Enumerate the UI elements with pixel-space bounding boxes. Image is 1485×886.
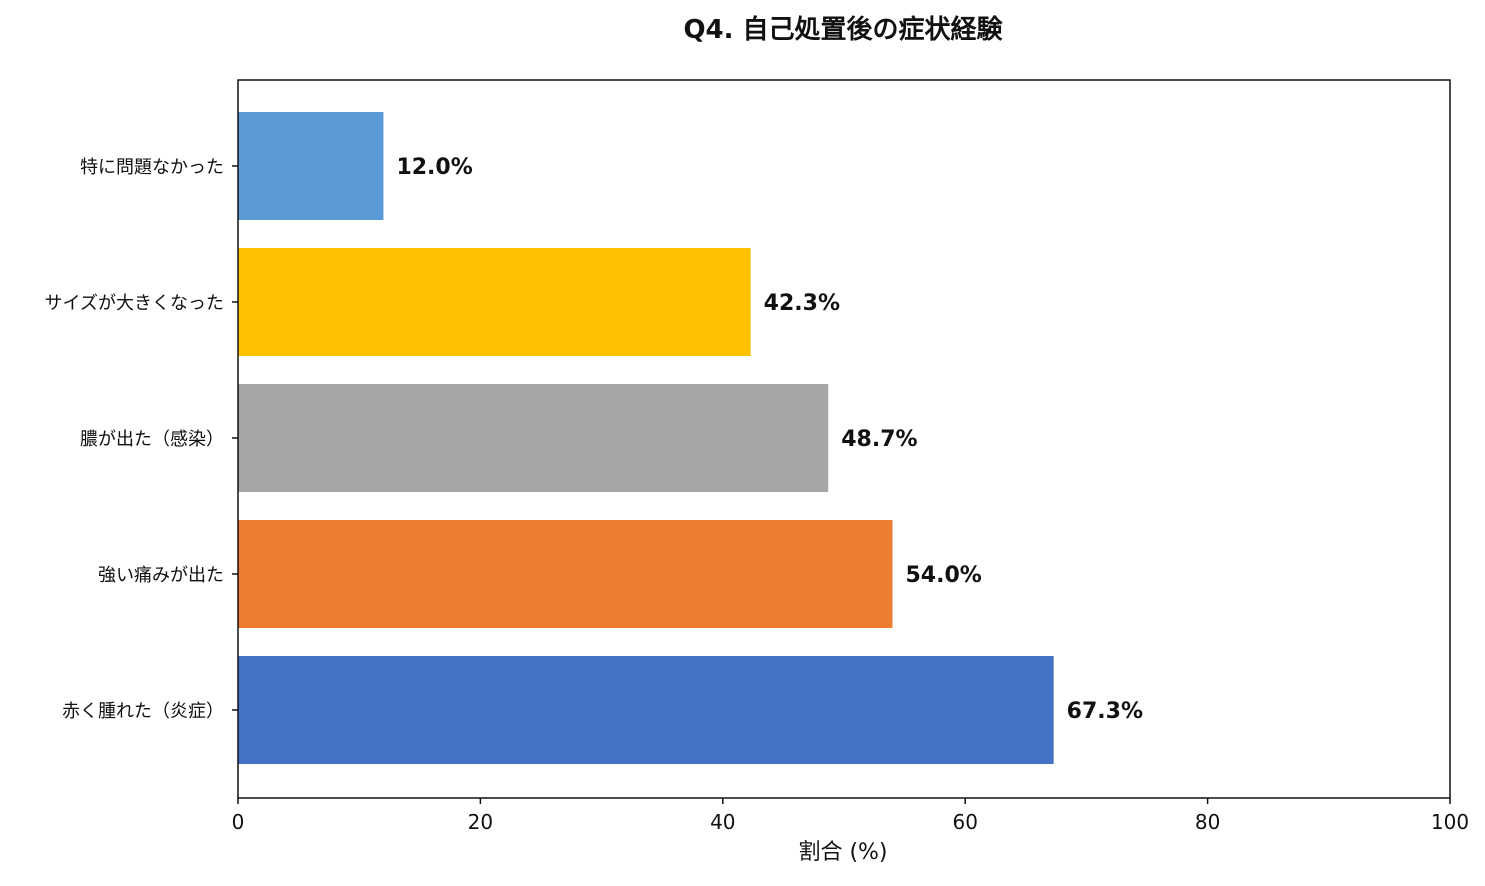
bar-value-label: 54.0% [905, 563, 981, 588]
bar-value-label: 42.3% [764, 291, 840, 316]
bars-group [238, 112, 1054, 764]
bar [238, 656, 1054, 764]
x-tick-label: 0 [232, 810, 245, 834]
bar [238, 384, 829, 492]
bar [238, 248, 751, 356]
bar [238, 112, 384, 220]
bar-value-label: 48.7% [841, 427, 917, 452]
plot-area-frame [237, 79, 1451, 799]
x-tick-label: 80 [1195, 810, 1220, 834]
x-tick-label: 20 [468, 810, 493, 834]
data-labels-group: 12.0% 42.3% 48.7% 54.0% 67.3% [396, 155, 1143, 724]
chart-title: Q4. 自己処置後の症状経験 [683, 14, 1003, 45]
x-axis-label: 割合 (%) [798, 840, 887, 865]
y-tick-label: 膿が出た（感染） [80, 429, 224, 450]
bar-value-label: 12.0% [396, 155, 472, 180]
x-tick-label: 40 [710, 810, 735, 834]
y-tick-label: 強い痛みが出た [98, 565, 224, 586]
x-tick-label: 60 [952, 810, 977, 834]
y-tick-label: 赤く腫れた（炎症） [62, 701, 224, 722]
bar [238, 520, 893, 628]
y-tick-label: サイズが大きくなった [45, 293, 224, 314]
y-tick-label: 特に問題なかった [80, 157, 224, 178]
x-axis-ticks: 0 20 40 60 80 100 [232, 798, 1469, 834]
bar-value-label: 67.3% [1067, 699, 1143, 724]
x-tick-label: 100 [1431, 810, 1469, 834]
